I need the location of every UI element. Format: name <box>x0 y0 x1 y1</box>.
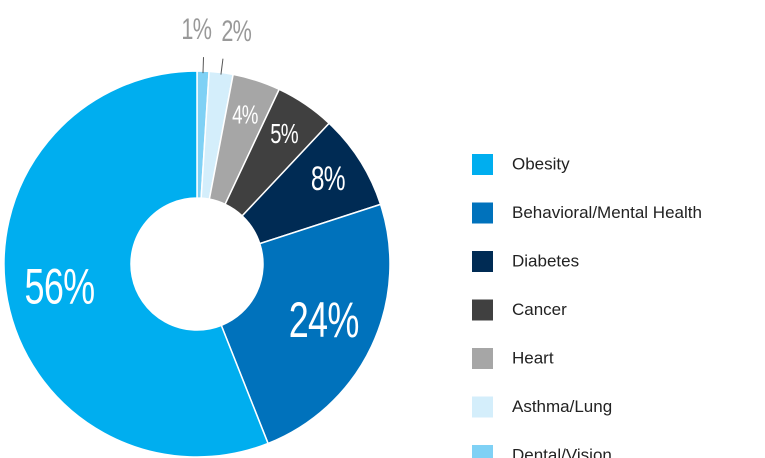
legend-swatch <box>472 445 493 458</box>
leader-line <box>202 57 205 74</box>
slice <box>220 203 391 445</box>
legend-label: Asthma/Lung <box>512 397 612 416</box>
legend-swatch <box>472 348 493 369</box>
slice <box>3 70 270 458</box>
legend-label: Dental/Vision <box>512 445 612 458</box>
slice-label: 8% <box>311 160 345 198</box>
slice-label: 5% <box>270 119 298 150</box>
leader-line <box>220 58 224 75</box>
slice-label: 1% <box>181 11 211 45</box>
slice-label: 4% <box>232 99 258 129</box>
legend-swatch <box>472 202 493 224</box>
legend-swatch <box>472 251 493 272</box>
legend-label: Obesity <box>512 154 570 173</box>
slice-label: 56% <box>25 260 95 315</box>
legend-swatch <box>472 396 493 418</box>
slice-label: 24% <box>289 293 359 348</box>
legend-swatch <box>472 154 493 175</box>
legend-swatch <box>472 299 493 321</box>
slice-label: 2% <box>221 13 251 47</box>
legend-label: Cancer <box>512 300 567 319</box>
legend-label: Heart <box>512 348 554 367</box>
legend-label: Diabetes <box>512 251 579 270</box>
legend-label: Behavioral/Mental Health <box>512 203 702 222</box>
